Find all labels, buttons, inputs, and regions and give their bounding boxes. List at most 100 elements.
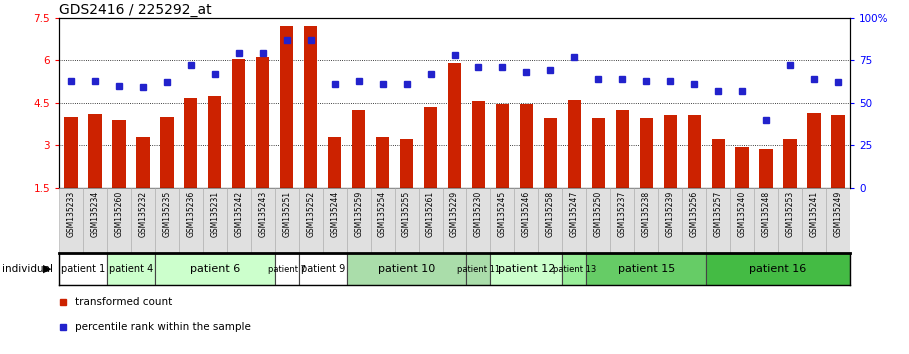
FancyBboxPatch shape [706,188,730,253]
Text: percentile rank within the sample: percentile rank within the sample [75,321,251,332]
Bar [160,117,174,188]
Bar [640,118,653,188]
Bar [305,26,317,188]
FancyBboxPatch shape [778,188,802,253]
Bar [495,104,509,188]
Text: patient 1: patient 1 [61,264,105,274]
Text: GSM135259: GSM135259 [355,191,363,237]
Text: transformed count: transformed count [75,297,172,307]
Bar [615,110,629,188]
Bar [400,139,414,188]
FancyBboxPatch shape [730,188,754,253]
Bar [592,118,604,188]
FancyBboxPatch shape [346,253,466,285]
Text: GSM135245: GSM135245 [498,191,507,237]
FancyBboxPatch shape [155,188,179,253]
Bar [472,101,485,188]
Text: GSM135237: GSM135237 [618,191,626,237]
Text: GSM135241: GSM135241 [810,191,818,237]
FancyBboxPatch shape [563,188,586,253]
FancyBboxPatch shape [251,188,275,253]
FancyBboxPatch shape [443,188,466,253]
Text: GSM135260: GSM135260 [115,191,124,237]
Text: GSM135229: GSM135229 [450,191,459,237]
FancyBboxPatch shape [418,188,443,253]
Text: GSM135230: GSM135230 [474,191,483,237]
Text: GSM135261: GSM135261 [426,191,435,237]
FancyBboxPatch shape [155,253,275,285]
FancyBboxPatch shape [227,188,251,253]
FancyBboxPatch shape [658,188,682,253]
FancyBboxPatch shape [466,253,491,285]
Text: GSM135235: GSM135235 [163,191,172,237]
Text: GSM135233: GSM135233 [66,191,75,237]
FancyBboxPatch shape [59,253,107,285]
Text: GSM135250: GSM135250 [594,191,603,237]
Bar [65,117,77,188]
Text: patient 11: patient 11 [457,264,500,274]
FancyBboxPatch shape [491,188,514,253]
FancyBboxPatch shape [83,188,107,253]
FancyBboxPatch shape [706,253,850,285]
Text: GSM135248: GSM135248 [762,191,771,237]
FancyBboxPatch shape [754,188,778,253]
Text: GSM135239: GSM135239 [665,191,674,237]
Bar [544,118,557,188]
Bar [712,139,724,188]
Bar [113,120,125,188]
Bar [280,26,294,188]
Bar [424,107,437,188]
Text: GSM135231: GSM135231 [210,191,219,237]
FancyBboxPatch shape [538,188,563,253]
Text: patient 6: patient 6 [190,264,240,274]
Text: patient 10: patient 10 [378,264,435,274]
FancyBboxPatch shape [466,188,491,253]
Text: ▶: ▶ [43,264,52,274]
Text: GSM135255: GSM135255 [402,191,411,237]
FancyBboxPatch shape [491,253,563,285]
Text: GSM135258: GSM135258 [546,191,554,237]
FancyBboxPatch shape [586,253,706,285]
Bar [759,149,773,188]
Text: GSM135238: GSM135238 [642,191,651,237]
Bar [232,59,245,188]
Text: GSM135254: GSM135254 [378,191,387,237]
Text: patient 7: patient 7 [268,264,305,274]
Bar [568,100,581,188]
Text: GSM135251: GSM135251 [283,191,291,237]
Bar [376,137,389,188]
Bar [832,115,844,188]
FancyBboxPatch shape [514,188,538,253]
Bar [664,115,677,188]
FancyBboxPatch shape [346,188,371,253]
FancyBboxPatch shape [59,188,83,253]
Bar [136,137,150,188]
Bar [807,113,821,188]
FancyBboxPatch shape [131,188,155,253]
Text: GSM135240: GSM135240 [737,191,746,237]
Text: GSM135256: GSM135256 [690,191,699,237]
FancyBboxPatch shape [586,188,610,253]
FancyBboxPatch shape [371,188,395,253]
Text: GSM135236: GSM135236 [186,191,195,237]
FancyBboxPatch shape [299,253,346,285]
FancyBboxPatch shape [802,188,826,253]
Bar [687,115,701,188]
FancyBboxPatch shape [299,188,323,253]
Bar [735,147,749,188]
Bar [185,98,197,188]
FancyBboxPatch shape [107,188,131,253]
Text: GSM135242: GSM135242 [235,191,244,237]
Bar [208,96,222,188]
FancyBboxPatch shape [179,188,203,253]
Text: GSM135246: GSM135246 [522,191,531,237]
Text: patient 12: patient 12 [498,264,555,274]
Text: individual: individual [2,264,53,274]
Text: GSM135249: GSM135249 [834,191,843,237]
FancyBboxPatch shape [275,253,299,285]
FancyBboxPatch shape [323,188,346,253]
FancyBboxPatch shape [634,188,658,253]
FancyBboxPatch shape [395,188,418,253]
Text: GSM135257: GSM135257 [714,191,723,237]
Text: patient 15: patient 15 [617,264,674,274]
